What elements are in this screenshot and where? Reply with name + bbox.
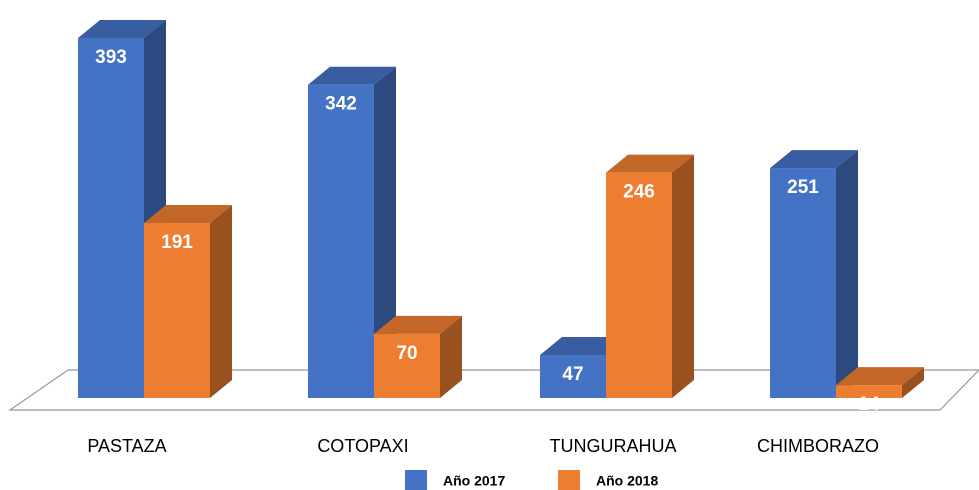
bar xyxy=(144,205,232,398)
bar-top xyxy=(308,66,396,85)
bar-front xyxy=(606,172,672,398)
bar-front xyxy=(308,84,374,398)
legend-label: Año 2017 xyxy=(443,473,505,489)
category-label: TUNGURAHUA xyxy=(549,436,676,456)
legend-swatch xyxy=(405,470,427,490)
bar-top xyxy=(836,367,924,386)
bar xyxy=(374,315,462,398)
value-label: 342 xyxy=(325,94,357,115)
bar-side xyxy=(210,205,232,398)
value-label: 70 xyxy=(396,343,417,364)
category-label: COTOPAXI xyxy=(317,436,408,456)
value-label: 246 xyxy=(623,182,655,203)
bar-top xyxy=(78,20,166,38)
bar-front xyxy=(770,168,836,398)
bar-front xyxy=(78,38,144,398)
bar-side xyxy=(902,367,924,398)
value-label: 191 xyxy=(161,232,193,253)
bar xyxy=(308,66,396,398)
category-label: PASTAZA xyxy=(87,436,166,456)
bar-front xyxy=(374,333,440,398)
bar xyxy=(836,367,924,398)
value-label: 14 xyxy=(858,394,880,415)
legend-label: Año 2018 xyxy=(596,473,658,489)
bar-side xyxy=(440,315,462,398)
value-label: 393 xyxy=(95,47,127,68)
bar-top xyxy=(606,154,694,173)
bar xyxy=(770,150,858,398)
bar-top xyxy=(144,205,232,224)
bar-front xyxy=(144,223,210,398)
bar xyxy=(606,154,694,398)
value-label: 251 xyxy=(787,177,819,198)
legend-swatch xyxy=(558,470,580,490)
bar-side xyxy=(836,150,858,398)
bar-front xyxy=(540,354,606,398)
bar-side xyxy=(672,154,694,398)
bar-top xyxy=(374,315,462,334)
category-label: CHIMBORAZO xyxy=(757,436,879,456)
bar-side xyxy=(374,66,396,398)
bar-top xyxy=(770,150,858,169)
bar-front xyxy=(836,385,902,398)
value-label: 47 xyxy=(562,364,583,385)
